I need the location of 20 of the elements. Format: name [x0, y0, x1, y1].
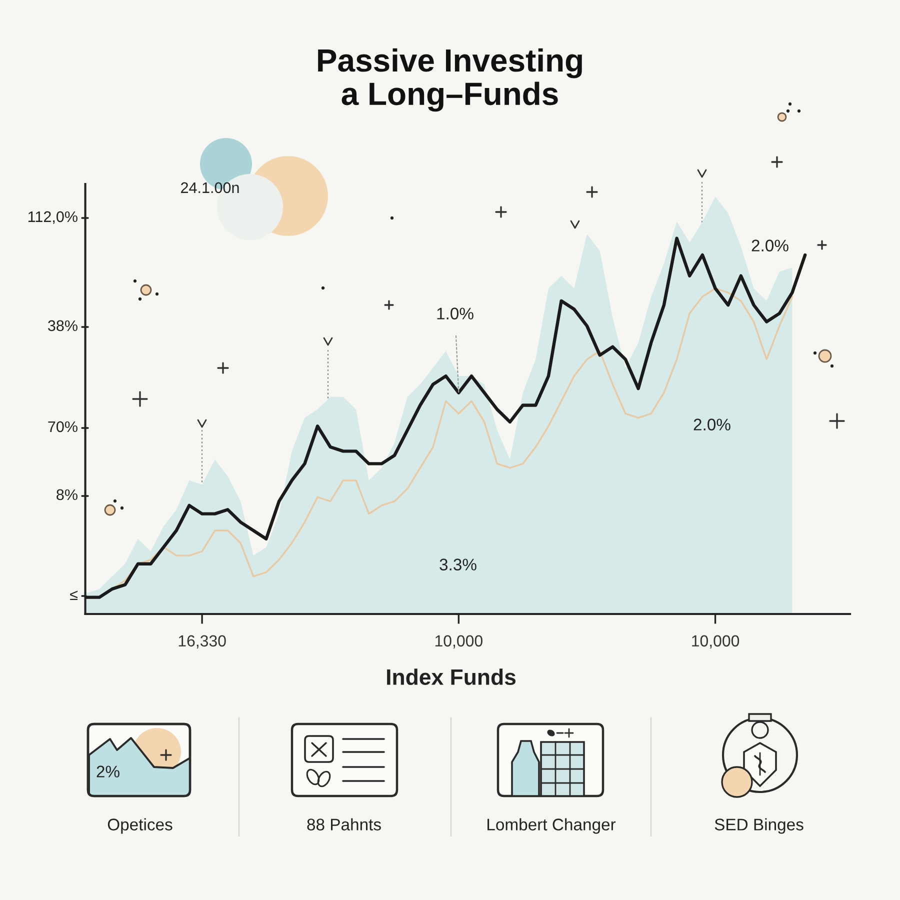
text: 112,0%	[28, 211, 78, 224]
text: 88 Pahnts	[307, 818, 381, 830]
text: Lombert Changer	[488, 818, 616, 834]
text: 2%	[96, 766, 120, 778]
annotation: 2.0%	[694, 418, 730, 430]
x-tick-label: 16,330	[178, 635, 226, 648]
x-tick-label: 10,000	[435, 635, 482, 648]
text: 8%	[56, 489, 78, 500]
text: 70%	[48, 421, 78, 432]
x-tick-label: 10,000	[692, 635, 740, 648]
text: Index Funds	[387, 668, 516, 685]
text: Opetices	[108, 818, 172, 834]
chart-title: Passive Investing a Long–Funds	[318, 48, 582, 112]
text: 24.1.00n	[181, 182, 239, 194]
annotation: 1.0%	[437, 308, 474, 320]
text: ≤	[70, 590, 78, 600]
text: SED Binges	[714, 818, 804, 834]
annotation: 3.3%	[440, 558, 476, 570]
annotation: 2.0%	[752, 240, 788, 252]
text: 38%	[48, 320, 78, 332]
